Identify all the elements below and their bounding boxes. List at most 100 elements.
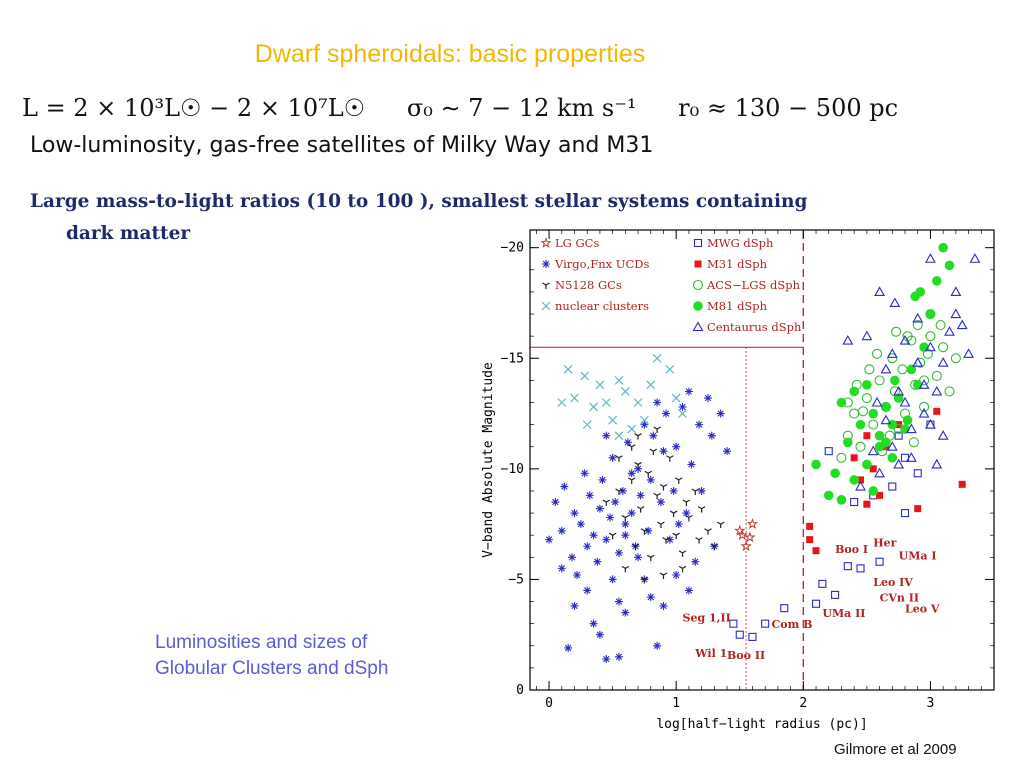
- legend-item: LG GCs: [540, 236, 599, 250]
- data-point: [649, 448, 658, 456]
- data-point: [912, 312, 924, 323]
- formula-line: L = 2 × 10³L☉ − 2 × 10⁷L☉ σ₀ ∼ 7 − 12 km…: [22, 94, 932, 122]
- data-point: [855, 419, 866, 430]
- data-point: [849, 386, 859, 397]
- data-point: [573, 571, 582, 579]
- data-point: [608, 575, 617, 584]
- y-tick-label: −20: [501, 241, 524, 256]
- data-point: [652, 353, 662, 363]
- data-point: [716, 521, 725, 529]
- data-point: [653, 641, 662, 650]
- x-tick-label: 0: [545, 696, 553, 711]
- data-point: [620, 387, 630, 396]
- data-point: [918, 379, 930, 389]
- data-point: [640, 576, 649, 584]
- data-point: [862, 380, 872, 390]
- data-point: [551, 498, 560, 507]
- data-point: [861, 330, 873, 341]
- legend: LG GCs Virgo,Fnx UCDs N5128 GCs nuclear clu…: [540, 236, 802, 334]
- data-point: [958, 480, 966, 488]
- data-point: [831, 590, 840, 599]
- data-point: [915, 287, 926, 297]
- data-point: [656, 498, 665, 507]
- data-point: [627, 444, 636, 451]
- data-point: [867, 445, 879, 456]
- y-axis-label: V−band Absolute Magnitude: [481, 362, 496, 558]
- data-point: [614, 431, 624, 441]
- data-point: [601, 398, 611, 407]
- data-point: [818, 579, 827, 588]
- caption-line-2: Globular Clusters and dSph: [155, 658, 389, 679]
- data-point: [678, 402, 687, 411]
- data-point: [707, 431, 716, 440]
- data-point: [905, 452, 917, 462]
- legend-marker: [692, 279, 704, 291]
- data-point: [687, 460, 696, 469]
- series-8: [842, 253, 981, 491]
- legend-label: M81 dSph: [707, 299, 768, 313]
- data-point: [691, 488, 700, 495]
- data-point: [602, 499, 611, 507]
- data-point: [657, 521, 665, 529]
- data-point: [931, 385, 943, 396]
- chart-caption: Luminosities and sizes of Globular Clust…: [155, 630, 388, 682]
- data-point: [665, 535, 674, 544]
- data-point: [674, 520, 683, 529]
- data-point: [857, 476, 865, 484]
- data-point: [576, 520, 585, 529]
- x-tick-label: 1: [672, 696, 680, 711]
- data-point: [950, 308, 962, 319]
- data-point: [639, 415, 649, 425]
- data-point: [703, 394, 712, 403]
- point-annotation: Boo II: [727, 649, 765, 662]
- legend-item: Centaurus dSph: [692, 320, 802, 334]
- data-point: [893, 458, 905, 469]
- point-annotation: Com B: [772, 618, 813, 631]
- data-point: [659, 484, 668, 491]
- data-point: [636, 506, 645, 513]
- data-point: [634, 553, 643, 562]
- data-point: [653, 426, 661, 434]
- data-point: [868, 408, 879, 419]
- data-point: [836, 495, 847, 505]
- data-point: [887, 353, 898, 364]
- data-point: [595, 380, 605, 390]
- data-point: [723, 447, 732, 456]
- data-point: [875, 557, 884, 566]
- data-point: [889, 297, 901, 308]
- series-7: [811, 242, 955, 505]
- data-point: [615, 455, 623, 462]
- legend-marker: [693, 301, 703, 311]
- data-point: [740, 540, 752, 552]
- data-point: [611, 498, 620, 507]
- legend-label: Virgo,Fnx UCDs: [554, 257, 649, 271]
- data-point: [633, 398, 643, 407]
- point-annotation: Leo V: [905, 603, 940, 616]
- data-point: [653, 398, 662, 407]
- slide-title: Dwarf spheroidals: basic properties: [254, 40, 646, 68]
- data-point: [746, 518, 759, 530]
- x-tick-label: 2: [799, 696, 807, 711]
- data-point: [665, 364, 675, 374]
- data-point: [649, 431, 658, 440]
- data-point: [937, 357, 949, 367]
- data-point: [823, 490, 834, 501]
- series-0: [734, 518, 759, 552]
- data-point: [861, 393, 872, 404]
- legend-item: MWG dSph: [693, 236, 774, 250]
- data-point: [557, 526, 566, 535]
- data-point: [938, 242, 948, 253]
- data-point: [874, 286, 886, 296]
- mass-to-light-line-b: dark matter: [66, 223, 191, 244]
- data-point: [850, 454, 858, 462]
- data-point: [931, 276, 942, 286]
- data-point: [842, 334, 854, 345]
- data-point: [935, 320, 946, 331]
- data-point: [621, 520, 630, 529]
- data-point: [780, 604, 789, 613]
- data-point: [729, 619, 738, 628]
- data-point: [919, 401, 930, 412]
- data-point: [869, 465, 877, 473]
- data-point: [874, 375, 885, 386]
- data-point: [914, 505, 922, 513]
